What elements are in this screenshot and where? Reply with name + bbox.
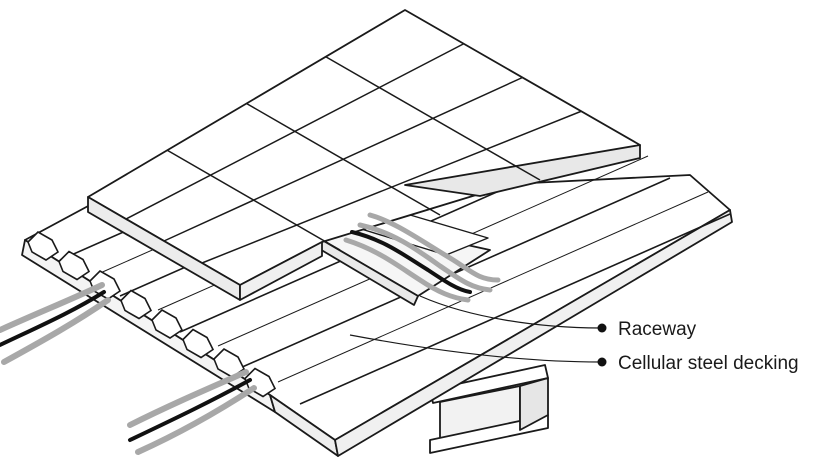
raceway-label: Raceway	[618, 319, 697, 340]
lower-cable-dark	[128, 378, 252, 442]
deck-cell	[182, 328, 215, 359]
decking-label: Cellular steel decking	[618, 353, 799, 374]
raceway-cable-gray-2	[357, 222, 493, 293]
cables	[0, 212, 501, 455]
raceway-leader	[419, 295, 601, 329]
deck-cell	[120, 289, 153, 320]
decking-bullet	[597, 357, 607, 367]
tile-seam	[163, 76, 523, 242]
decking-leader	[349, 334, 601, 363]
raceway-cable-gray-3	[343, 237, 471, 303]
callouts: Raceway Cellular steel decking	[349, 295, 799, 374]
floor-tile-grid	[125, 43, 582, 264]
deck-cell	[213, 348, 246, 378]
left-cable-gray	[0, 282, 105, 333]
lower-cable-gray	[127, 369, 249, 428]
tile-seam	[325, 56, 541, 181]
deck-cell	[27, 231, 60, 261]
steel-i-beam	[429, 364, 549, 454]
deck-cell	[151, 309, 184, 339]
left-cable-gray-2	[1, 297, 111, 365]
deck-rib	[277, 191, 709, 383]
lower-cable-gray-2	[135, 385, 257, 455]
tile-seam	[201, 110, 582, 264]
deck-rib	[299, 213, 731, 405]
raceway-cable-dark	[350, 230, 472, 294]
raceway-bullet	[597, 323, 607, 333]
deck-cell	[58, 250, 91, 281]
raceway-cable-gray-1	[367, 212, 501, 283]
left-cable-dark	[0, 290, 106, 347]
